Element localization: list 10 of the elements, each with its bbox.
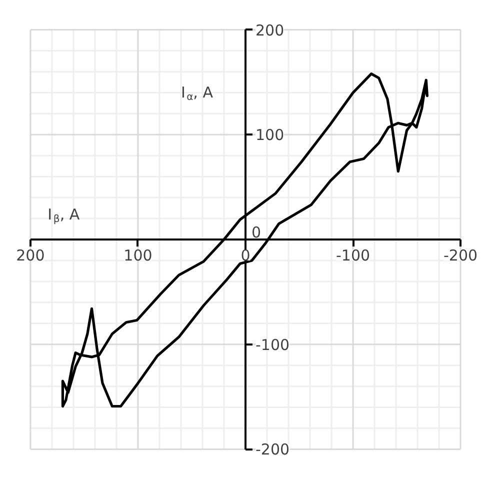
x-tick-label: 200 (16, 246, 45, 264)
x-tick-label: 0 (240, 246, 250, 264)
y-tick-label: -200 (256, 440, 290, 459)
x-tick-label: 100 (124, 246, 152, 264)
x-tick-label: -200 (444, 246, 478, 264)
y-tick-label: 0 (252, 224, 262, 242)
x-tick-label: -100 (336, 246, 370, 264)
y-tick-label: 100 (256, 126, 284, 144)
y-tick-label: 200 (256, 21, 284, 40)
y-tick-label: -100 (256, 336, 290, 354)
